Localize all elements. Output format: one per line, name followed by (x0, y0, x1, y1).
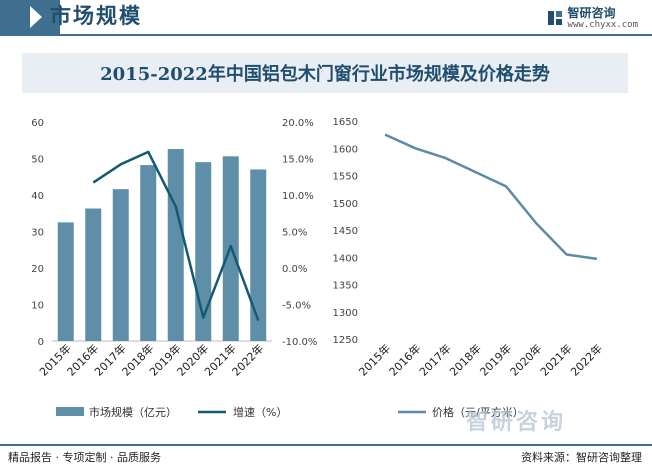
right-axis-tick-label: 20.0% (282, 118, 314, 129)
price-axis-tick-label: 1400 (333, 253, 358, 264)
header: 市场规模 智研咨询 www.chyxx.com (0, 0, 652, 34)
legend-label-market-size: 市场规模（亿元） (89, 405, 177, 419)
market-size-bar (57, 222, 74, 341)
legend-swatch-market-size (56, 407, 84, 416)
right-axis-tick-label: 0.0% (282, 264, 307, 275)
footer-divider (0, 444, 652, 446)
price-line (384, 133, 598, 261)
price-axis-tick-label: 1500 (333, 199, 358, 210)
right-axis-tick-label: 10.0% (282, 191, 314, 202)
brand-logo-icon (547, 11, 562, 25)
market-size-bar (140, 165, 157, 341)
section-title: 市场规模 (50, 4, 142, 28)
market-size-bar (167, 149, 184, 341)
left-axis-tick-label: 60 (31, 118, 44, 129)
chart2-x-tick-label: 2019年 (477, 341, 514, 378)
watermark: 智研咨询 (466, 410, 567, 435)
left-axis-tick-label: 10 (31, 301, 44, 312)
chart2-x-tick-label: 2021年 (537, 341, 574, 378)
price-axis-tick-label: 1600 (333, 144, 358, 155)
chart2-x-tick-label: 2015年 (356, 341, 393, 378)
legend-label-price: 价格（元/平方米） (432, 405, 524, 419)
price-axis-tick-label: 1350 (333, 281, 358, 292)
price-axis-tick-label: 1550 (333, 172, 358, 183)
footer: 精品报告 · 专项定制 · 品质服务 资料来源：智研咨询整理 (0, 444, 652, 466)
brand-url: www.chyxx.com (567, 19, 638, 30)
chart2-x-tick-label: 2020年 (507, 341, 544, 378)
chart2-x-tick-label: 2018年 (447, 341, 484, 378)
chart2-x-tick-label: 2017年 (416, 341, 453, 378)
growth-rate-line (92, 150, 260, 322)
chart2-x-tick-label: 2022年 (568, 341, 605, 378)
chart-title-box: 2015-2022年中国铝包木门窗行业市场规模及价格走势 (22, 53, 628, 93)
left-axis-tick-label: 0 (38, 337, 44, 348)
footer-source: 资料来源：智研咨询整理 (521, 451, 642, 464)
price-axis-tick-label: 1650 (333, 117, 358, 128)
left-axis-tick-label: 30 (31, 228, 44, 239)
charts-canvas: 0 10 20 30 40 50 60 -10.0% -5.0% 0.0% 5.0% 10.0% 15.… (31, 117, 605, 419)
brand-name: 智研咨询 (567, 5, 616, 20)
market-size-bar (85, 208, 102, 341)
market-size-bar (112, 189, 129, 341)
left-axis-tick-label: 50 (31, 155, 44, 166)
right-axis-tick-label: 15.0% (282, 155, 314, 166)
legend-label-growth: 增速（%） (233, 405, 287, 419)
chart-title: 2015-2022年中国铝包木门窗行业市场规模及价格走势 (100, 64, 550, 85)
header-arrow-icon (30, 6, 42, 28)
market-size-bar (250, 169, 267, 341)
price-axis-tick-label: 1300 (333, 308, 358, 319)
right-axis-tick-label: 5.0% (282, 228, 307, 239)
chart2-x-tick-label: 2016年 (386, 341, 423, 378)
brand: 智研咨询 www.chyxx.com (547, 3, 638, 33)
left-axis-tick-label: 20 (31, 264, 44, 275)
right-axis-tick-label: -10.0% (282, 337, 317, 348)
header-divider (0, 34, 652, 36)
right-axis-tick-label: -5.0% (282, 301, 311, 312)
price-axis-tick-label: 1250 (333, 335, 358, 346)
price-axis-tick-label: 1450 (333, 226, 358, 237)
left-axis-tick-label: 40 (31, 191, 44, 202)
footer-tagline: 精品报告 · 专项定制 · 品质服务 (8, 451, 161, 464)
